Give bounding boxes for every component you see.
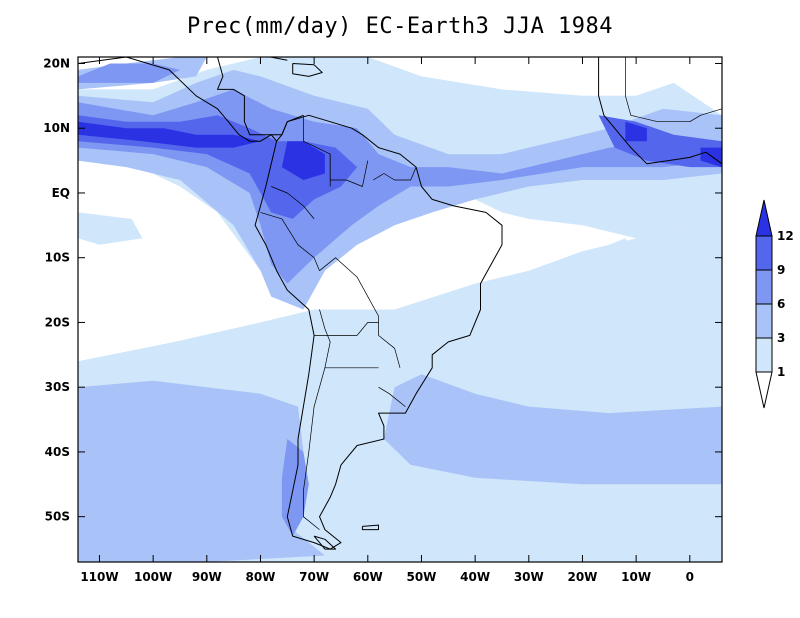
- coastline-south-america: [254, 114, 503, 550]
- lat-tick-label: 30S: [45, 380, 70, 394]
- border-west-africa: [625, 57, 722, 123]
- lat-tick-label: 20S: [45, 315, 70, 329]
- axis-ticks: 20N 10N EQ 10S 20S 30S 40S 50S 110W 100W 90W 80W 70W…: [43, 56, 722, 584]
- precip-level-1: [78, 212, 143, 245]
- country-border: [373, 166, 417, 181]
- country-border: [271, 186, 315, 220]
- precip-level-2: [383, 374, 722, 485]
- coastline-falklands: [361, 524, 379, 531]
- colorbar-arrow-max: [755, 199, 773, 237]
- lon-tick-label: 80W: [245, 570, 275, 584]
- lon-tick-label: 40W: [460, 570, 490, 584]
- precip-field: [78, 57, 722, 562]
- colorbar-arrow-min: [755, 371, 773, 409]
- coastline-caribbean: [217, 57, 304, 136]
- lat-tick-label: EQ: [52, 186, 70, 200]
- country-border: [303, 115, 331, 187]
- precip-level-2: [78, 380, 325, 562]
- country-border: [303, 309, 331, 530]
- coastline-hispaniola: [292, 63, 323, 77]
- map-frame: [77, 56, 723, 563]
- colorbar: 1 3 6 9 12: [755, 199, 794, 409]
- country-border: [356, 322, 379, 336]
- map-title: Prec(mm/day) EC-Earth3 JJA 1984: [186, 14, 614, 39]
- lat-tick-label: 50S: [45, 510, 70, 524]
- lat-tick-label: 20N: [43, 56, 70, 70]
- precip-level-3: [78, 63, 180, 83]
- colorbar-level-label: 3: [777, 331, 785, 345]
- lon-tick-label: 10W: [621, 570, 651, 584]
- lon-tick-label: 90W: [192, 570, 222, 584]
- lon-tick-label: 70W: [299, 570, 329, 584]
- lon-tick-label: 110W: [80, 570, 118, 584]
- country-border: [378, 386, 406, 407]
- colorbar-segment: [755, 303, 773, 339]
- lat-tick-label: 10N: [43, 121, 70, 135]
- colorbar-segment: [755, 269, 773, 305]
- colorbar-level-label: 1: [777, 365, 785, 379]
- colorbar-segment: [755, 235, 773, 271]
- precip-level-5: [625, 121, 647, 142]
- precip-level-5: [281, 141, 325, 180]
- country-border: [260, 212, 320, 271]
- coastline-cuba: [233, 57, 288, 61]
- country-border: [319, 257, 401, 368]
- lat-tick-label: 40S: [45, 445, 70, 459]
- lat-tick-label: 10S: [45, 251, 70, 265]
- coastline-africa: [598, 57, 722, 165]
- colorbar-segment: [755, 337, 773, 373]
- coastline-central-america: [78, 57, 277, 142]
- colorbar-level-label: 12: [777, 229, 794, 243]
- colorbar-level-label: 9: [777, 263, 785, 277]
- precip-level-1: [544, 238, 637, 291]
- lon-tick-label: 20W: [567, 570, 597, 584]
- lon-tick-label: 30W: [514, 570, 544, 584]
- lon-tick-label: 100W: [134, 570, 172, 584]
- precip-level-5: [78, 121, 261, 148]
- precip-level-2: [83, 439, 116, 472]
- coastline: [78, 57, 722, 550]
- lon-tick-label: 60W: [353, 570, 383, 584]
- colorbar-level-label: 6: [777, 297, 785, 311]
- lon-tick-label: 0: [686, 570, 694, 584]
- coastline-tierra-del-fuego: [313, 535, 337, 550]
- lon-tick-label: 50W: [406, 570, 436, 584]
